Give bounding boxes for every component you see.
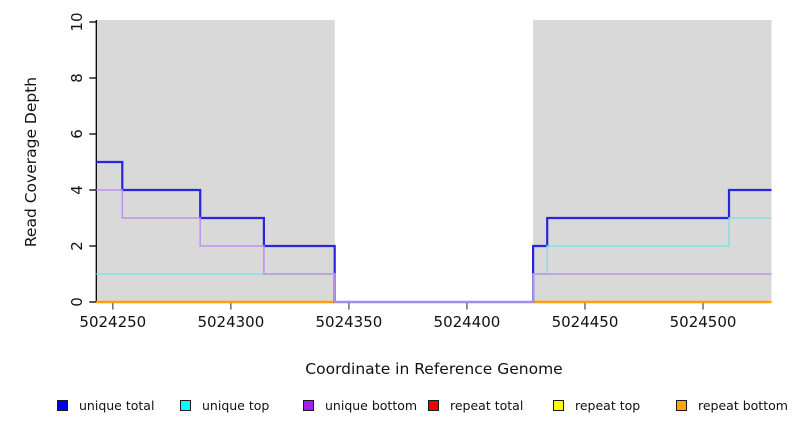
x-tick-label: 5024500: [670, 313, 737, 331]
x-tick-label: 5024300: [197, 313, 264, 331]
y-tick-label: 4: [68, 185, 86, 195]
x-tick-label: 5024350: [316, 313, 383, 331]
legend-label: unique top: [202, 398, 270, 413]
legend-label: unique bottom: [325, 398, 418, 413]
y-tick-label: 6: [68, 129, 86, 139]
right-coverage-region-shading: [533, 20, 772, 303]
legend-swatch-icon-repeat-total: [428, 400, 439, 411]
y-axis-label: Read Coverage Depth: [22, 76, 40, 248]
legend-label: repeat top: [575, 398, 641, 413]
left-coverage-region-shading: [96, 20, 335, 303]
x-tick-label: 5024450: [552, 313, 619, 331]
legend-swatch-icon-unique-bottom: [303, 400, 314, 411]
legend-item-unique-bottom: unique bottom: [303, 398, 417, 413]
legend-item-unique-top: unique top: [180, 398, 269, 413]
legend-label: repeat bottom: [698, 398, 788, 413]
y-tick-label: 10: [68, 12, 86, 31]
legend-swatch-icon-unique-total: [57, 400, 68, 411]
legend-item-unique-total: unique total: [57, 398, 154, 413]
legend: unique total unique top unique bottom repea…: [0, 398, 792, 422]
x-axis-label: Coordinate in Reference Genome: [305, 360, 563, 378]
y-tick-label: 8: [68, 73, 86, 83]
legend-swatch-icon-repeat-top: [553, 400, 564, 411]
legend-item-repeat-bottom: repeat bottom: [676, 398, 788, 413]
legend-label: unique total: [79, 398, 155, 413]
legend-item-repeat-total: repeat total: [428, 398, 523, 413]
legend-swatch-icon-repeat-bottom: [676, 400, 687, 411]
y-tick-label: 0: [68, 297, 86, 307]
legend-label: repeat total: [450, 398, 524, 413]
y-tick-label: 2: [68, 241, 86, 251]
legend-swatch-icon-unique-top: [180, 400, 191, 411]
series-line-unique-bottom: [96, 189, 772, 303]
x-tick-label: 5024400: [434, 313, 501, 331]
legend-item-repeat-top: repeat top: [553, 398, 640, 413]
x-tick-label: 5024250: [79, 313, 146, 331]
